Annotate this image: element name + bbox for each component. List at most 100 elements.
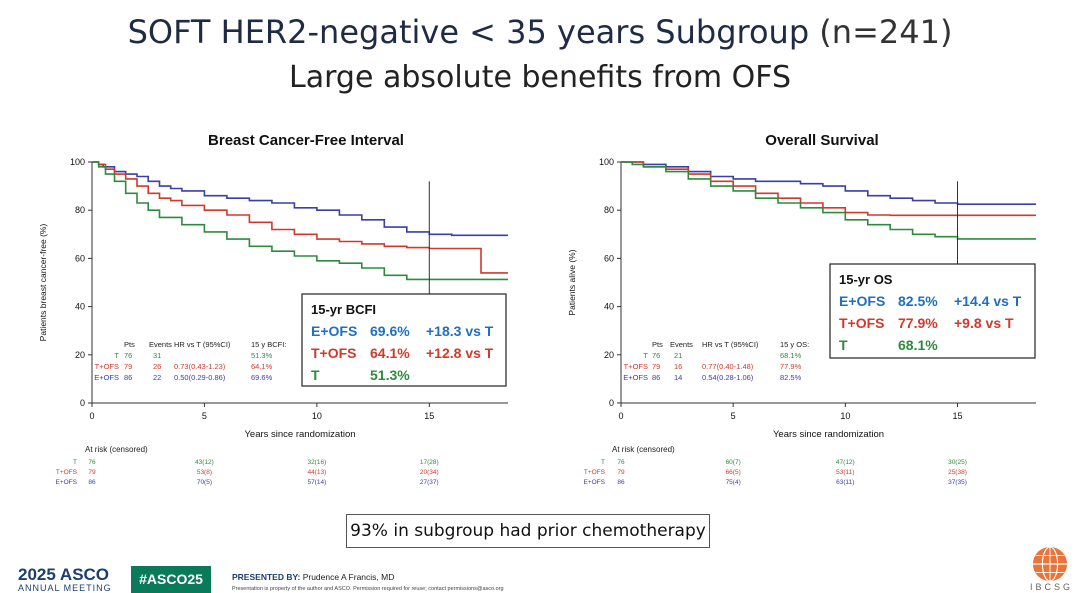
- bcfi-summary-value: 51.3%: [370, 367, 410, 383]
- bcfi-summary-value: 64.1%: [370, 345, 410, 361]
- slide-title-n: (n=241): [819, 13, 953, 51]
- bcfi-chart-title: Breast Cancer-Free Interval: [208, 132, 404, 149]
- bcfi-at-risk-value: 32(16): [307, 459, 326, 466]
- os-table-header: 15 y OS:: [780, 340, 809, 349]
- bcfi-summary-box: [301, 293, 507, 387]
- os-at-risk-value: 25(38): [948, 469, 967, 476]
- bcfi-table-header: 15 y BCFI:: [251, 340, 286, 349]
- os-at-risk-value: 47(12): [836, 459, 855, 466]
- bcfi-y-tick-label: 60: [75, 253, 85, 263]
- os-at-risk-group: T+OFS: [584, 469, 606, 476]
- bcfi-at-risk-value: 43(12): [195, 459, 214, 466]
- bcfi-table-events: 26: [153, 362, 161, 371]
- os-series-t: [621, 161, 1036, 240]
- bcfi-at-risk-value: 17(28): [420, 459, 439, 466]
- bcfi-at-risk-label: At risk (censored): [85, 445, 148, 454]
- bcfi-at-risk-value: 44(13): [307, 469, 326, 476]
- os-x-tick-label: 5: [731, 411, 736, 421]
- bcfi-series-t-plus-ofs: [92, 161, 508, 274]
- bcfi-table-header: Pts: [124, 340, 135, 349]
- os-summary-group: T: [839, 337, 848, 353]
- os-at-risk-value: 79: [617, 469, 625, 476]
- bcfi-summary-group: T: [311, 367, 320, 383]
- bcfi-table-rate: 51.3%: [251, 351, 273, 360]
- bcfi-x-tick-label: 15: [424, 411, 434, 421]
- os-at-risk-value: 75(4): [726, 479, 741, 486]
- os-y-tick-label: 0: [609, 398, 614, 408]
- bcfi-series-t: [92, 161, 508, 281]
- os-y-tick-label: 40: [604, 302, 614, 312]
- os-at-risk-value: 63(11): [836, 479, 854, 486]
- bcfi-x-tick-label: 0: [89, 411, 94, 421]
- os-summary-value: 77.9%: [898, 315, 938, 331]
- bcfi-table-group: E+OFS: [94, 373, 119, 382]
- bcfi-summary-diff: +18.3 vs T: [426, 323, 494, 339]
- os-at-risk-value: 60(7): [726, 459, 741, 466]
- os-y-axis-label: Patients alive (%): [567, 249, 577, 315]
- bcfi-table-events: 31: [153, 351, 161, 360]
- presenter-name: Prudence A Francis, MD: [302, 572, 395, 582]
- bcfi-at-risk-value: 86: [88, 479, 96, 486]
- bcfi-summary-diff: +12.8 vs T: [426, 345, 494, 361]
- bcfi-at-risk-value: 20(34): [420, 469, 439, 476]
- bcfi-x-axis-label: Years since randomization: [244, 429, 355, 440]
- bcfi-at-risk-group: T: [73, 459, 77, 466]
- ibcsg-globe-icon: [1032, 546, 1068, 582]
- os-table-events: 14: [674, 373, 682, 382]
- bcfi-at-risk-value: 57(14): [307, 479, 326, 486]
- bcfi-x-tick-label: 10: [312, 411, 322, 421]
- os-summary-group: T+OFS: [839, 315, 885, 331]
- presented-by: PRESENTED BY: Prudence A Francis, MD: [232, 572, 394, 582]
- os-x-tick-label: 0: [618, 411, 623, 421]
- bcfi-y-tick-label: 100: [70, 157, 85, 167]
- os-table-group: T: [643, 351, 648, 360]
- os-x-tick-label: 10: [840, 411, 850, 421]
- os-at-risk-value: 53(11): [836, 469, 854, 476]
- os-summary-diff: +9.8 vs T: [954, 315, 1014, 331]
- os-table-events: 16: [674, 362, 682, 371]
- os-x-axis-label: Years since randomization: [773, 429, 884, 440]
- slide-subtitle: Large absolute benefits from OFS: [289, 60, 791, 95]
- os-y-tick-label: 20: [604, 350, 614, 360]
- os-series-e-plus-ofs: [621, 161, 1036, 205]
- os-at-risk-value: 30(25): [948, 459, 967, 466]
- os-summary-value: 82.5%: [898, 293, 938, 309]
- os-table-header: Events: [670, 340, 693, 349]
- bcfi-table-hr: 0.50(0.29-0.86): [174, 373, 226, 382]
- bcfi-summary-heading: 15-yr BCFI: [311, 302, 376, 317]
- bcfi-y-tick-label: 20: [75, 350, 85, 360]
- bcfi-table-header: Events: [149, 340, 172, 349]
- asco-logo-year: 2025 ASCO: [18, 565, 110, 584]
- disclaimer: Presentation is property of the author a…: [232, 586, 504, 592]
- bcfi-table-pts: 86: [124, 373, 132, 382]
- bcfi-at-risk-value: 76: [88, 459, 96, 466]
- os-at-risk-group: E+OFS: [584, 479, 606, 486]
- bcfi-table-pts: 76: [124, 351, 132, 360]
- os-at-risk-value: 37(35): [948, 479, 967, 486]
- bcfi-y-tick-label: 0: [80, 398, 85, 408]
- os-y-tick-label: 80: [604, 205, 614, 215]
- os-summary-group: E+OFS: [839, 293, 885, 309]
- bcfi-at-risk-group: T+OFS: [56, 469, 78, 476]
- bcfi-series-e-plus-ofs: [92, 161, 508, 237]
- asco-logo-subtitle: ANNUAL MEETING: [18, 583, 112, 593]
- os-at-risk-value: 66(5): [726, 469, 741, 476]
- bcfi-summary-group: T+OFS: [311, 345, 357, 361]
- os-table-pts: 79: [652, 362, 660, 371]
- bcfi-summary-value: 69.6%: [370, 323, 410, 339]
- bcfi-table-group: T: [114, 351, 119, 360]
- slide-title-text: SOFT HER2-negative < 35 years Subgroup: [127, 13, 810, 51]
- os-y-tick-label: 100: [599, 157, 614, 167]
- slide-title: SOFT HER2-negative < 35 years Subgroup (…: [0, 12, 1080, 52]
- os-summary-heading: 15-yr OS: [839, 272, 893, 287]
- bcfi-y-axis-label: Patients breast cancer-free (%): [38, 224, 48, 342]
- bcfi-at-risk-group: E+OFS: [56, 479, 78, 486]
- bcfi-x-tick-label: 5: [202, 411, 207, 421]
- ibcsg-text: IBCSG: [1030, 582, 1074, 592]
- os-table-events: 21: [674, 351, 682, 360]
- bcfi-table-header: HR vs T (95%CI): [174, 340, 231, 349]
- bcfi-table-group: T+OFS: [95, 362, 119, 371]
- os-table-group: T+OFS: [624, 362, 648, 371]
- os-at-risk-value: 76: [617, 459, 625, 466]
